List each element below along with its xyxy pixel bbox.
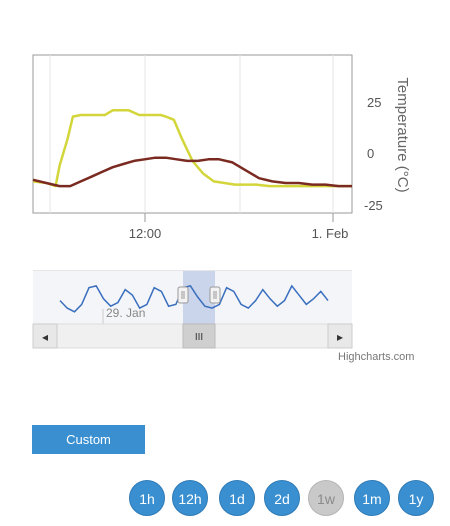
- grip-icon: III: [195, 332, 203, 343]
- range-button-1d[interactable]: 1d: [219, 480, 255, 516]
- temperature-chart: 25 0 -25 Temperature (°C) 12:00 1. Feb 2…: [32, 54, 411, 349]
- navigator-handle-left[interactable]: [177, 286, 189, 304]
- range-button-1h[interactable]: 1h: [129, 480, 165, 516]
- custom-range-button[interactable]: Custom: [32, 425, 145, 454]
- x-tick-label: 1. Feb: [312, 226, 349, 241]
- chevron-left-icon: ◂: [42, 330, 48, 344]
- navigator-series-line: [59, 284, 329, 313]
- scrollbar-right-button[interactable]: ▸: [327, 323, 353, 349]
- navigator-background: [33, 271, 352, 324]
- navigator-date-label: 29. Jan: [106, 306, 145, 320]
- y-tick-label: 25: [367, 95, 381, 110]
- series-line-1: [32, 109, 352, 188]
- credits-link[interactable]: Highcharts.com: [338, 351, 415, 363]
- range-button-1w[interactable]: 1w: [308, 480, 344, 516]
- navigator-mask-right: [215, 271, 352, 324]
- y-axis-title: Temperature (°C): [394, 77, 411, 192]
- range-button-1m[interactable]: 1m: [354, 480, 390, 516]
- series-line-2: [32, 156, 352, 188]
- y-tick-label: -25: [364, 198, 383, 213]
- y-tick-label: 0: [367, 146, 374, 161]
- range-button-2d[interactable]: 2d: [264, 480, 300, 516]
- range-button-1y[interactable]: 1y: [398, 480, 434, 516]
- range-button-12h[interactable]: 12h: [172, 480, 208, 516]
- navigator-handle-right[interactable]: [209, 286, 221, 304]
- x-tick-label: 12:00: [129, 226, 162, 241]
- scrollbar-thumb[interactable]: III: [182, 323, 216, 349]
- series-group: [32, 109, 352, 188]
- plot-area: [32, 54, 353, 214]
- navigator-mask-left: [33, 271, 183, 324]
- scrollbar-left-button[interactable]: ◂: [32, 323, 58, 349]
- chevron-right-icon: ▸: [337, 330, 343, 344]
